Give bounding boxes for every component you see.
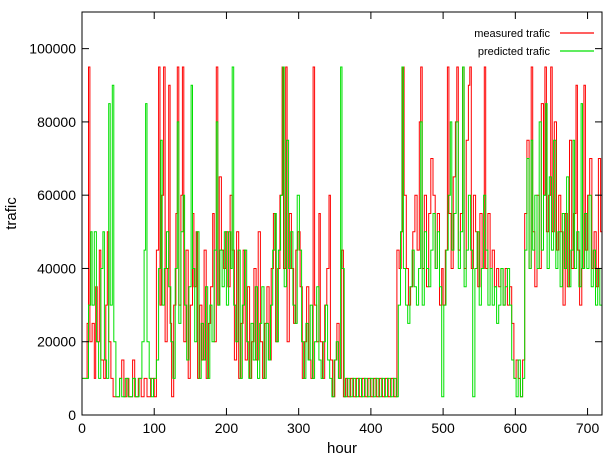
x-tick-label: 100 [143,420,167,436]
series-line-predicted [82,66,602,398]
y-tick-label: 80000 [37,114,76,130]
legend-label-measured: measured trafic [474,28,550,40]
y-tick-label: 0 [68,407,76,423]
legend: measured trafic predicted trafic [474,28,594,58]
x-tick-label: 700 [576,420,600,436]
y-tick-label: 40000 [37,260,76,276]
series-layer [82,66,602,398]
x-tick-label: 500 [431,420,455,436]
x-axis-label: hour [327,440,357,457]
plot-frame [81,11,603,416]
x-tick-label: 0 [78,420,86,436]
x-tick-label: 600 [504,420,528,436]
x-tick-label: 200 [215,420,239,436]
y-axis-label: trafic [3,197,20,230]
y-tick-label: 60000 [37,187,76,203]
axis-ticks: 0 100 200 300 400 500 600 700 0 20000 40000 60000 80… [29,12,602,436]
y-tick-label: 20000 [37,334,76,350]
legend-label-predicted: predicted trafic [478,46,551,58]
y-tick-label: 100000 [29,41,76,57]
x-tick-label: 400 [359,420,383,436]
x-tick-label: 300 [287,420,311,436]
